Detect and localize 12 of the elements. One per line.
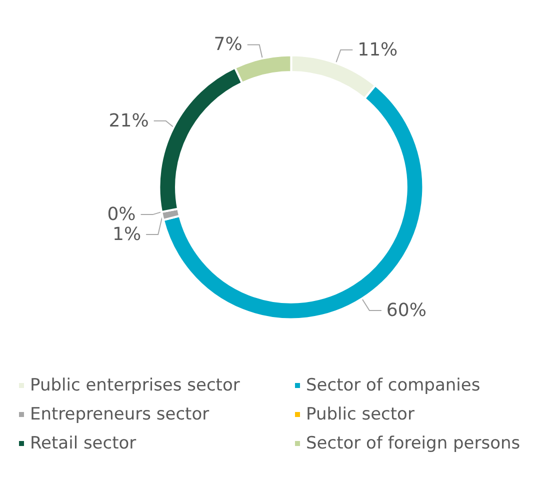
data-label: 7% — [214, 34, 242, 56]
legend-label: Sector of companies — [306, 376, 480, 396]
data-label: 21% — [108, 110, 149, 132]
data-label: 60% — [386, 300, 426, 321]
legend-label: Public sector — [306, 404, 414, 424]
legend-label: Sector of foreign persons — [306, 434, 520, 454]
text: 0% — [107, 204, 136, 226]
data-label: 11% — [358, 39, 398, 60]
legend-label: Public enterprises sector — [30, 376, 240, 396]
data-label: 1% — [112, 224, 142, 246]
legend-label: Retail sector — [30, 434, 136, 454]
legend-label: Entrepreneurs sector — [30, 404, 210, 424]
